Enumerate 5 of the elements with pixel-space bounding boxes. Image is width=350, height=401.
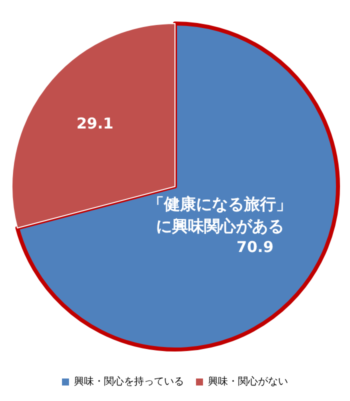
data-label: 29.1 xyxy=(76,114,114,133)
legend-label: 興味・関心を持っている xyxy=(74,376,184,388)
text: 「健康になる旅行」に興味関心がある xyxy=(148,194,292,236)
data-label: 70.9 xyxy=(236,238,274,256)
legend-label: 興味・関心がない xyxy=(208,376,288,388)
